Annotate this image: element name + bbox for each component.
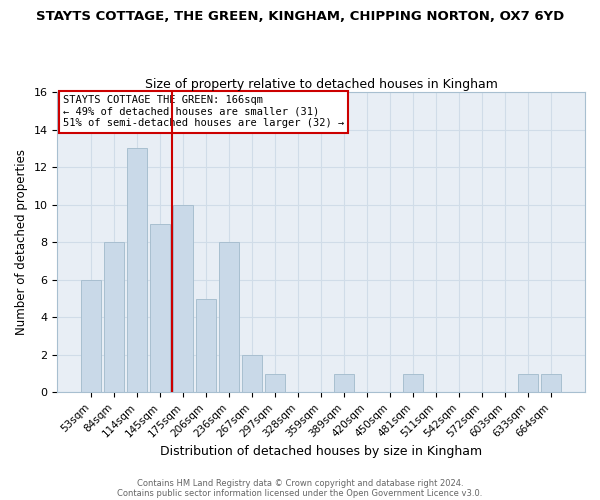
Text: Contains public sector information licensed under the Open Government Licence v3: Contains public sector information licen… [118,488,482,498]
Bar [541,374,561,392]
Bar [151,224,170,392]
Bar [173,204,193,392]
Title: Size of property relative to detached houses in Kingham: Size of property relative to detached ho… [145,78,497,91]
Bar [334,374,354,392]
Y-axis label: Number of detached properties: Number of detached properties [15,150,28,336]
Bar [242,355,262,393]
Bar [403,374,423,392]
Text: STAYTS COTTAGE, THE GREEN, KINGHAM, CHIPPING NORTON, OX7 6YD: STAYTS COTTAGE, THE GREEN, KINGHAM, CHIP… [36,10,564,23]
Bar [127,148,147,392]
Bar [518,374,538,392]
Text: Contains HM Land Registry data © Crown copyright and database right 2024.: Contains HM Land Registry data © Crown c… [137,478,463,488]
Text: STAYTS COTTAGE THE GREEN: 166sqm
← 49% of detached houses are smaller (31)
51% o: STAYTS COTTAGE THE GREEN: 166sqm ← 49% o… [62,95,344,128]
Bar [220,242,239,392]
Bar [82,280,101,392]
X-axis label: Distribution of detached houses by size in Kingham: Distribution of detached houses by size … [160,444,482,458]
Bar [265,374,285,392]
Bar [196,298,216,392]
Bar [104,242,124,392]
